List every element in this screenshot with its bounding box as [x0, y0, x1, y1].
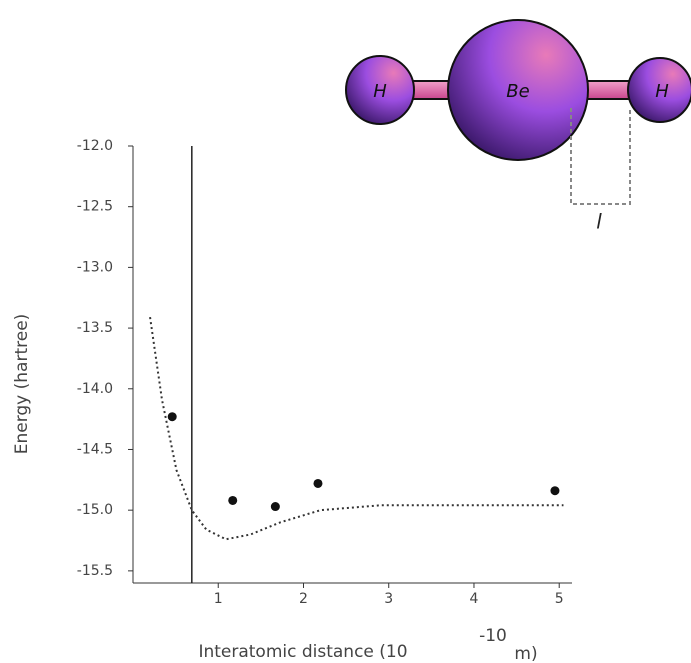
atom-label: Be [506, 81, 529, 102]
atom [345, 55, 415, 125]
x-axis-label: Interatomic distance (10 [198, 642, 407, 662]
atom-label: H [373, 81, 387, 102]
data-point [313, 478, 323, 488]
atom [447, 19, 589, 161]
y-tick-label: -13.5 [77, 320, 113, 336]
y-tick-label: -12.0 [77, 138, 113, 154]
length-label: l [596, 210, 602, 234]
y-tick-label: -15.0 [77, 502, 113, 518]
data-point [550, 486, 560, 496]
y-axis-label: Energy (hartree) [12, 314, 32, 455]
atom-label: H [655, 81, 669, 102]
x-tick-label: 3 [384, 591, 393, 607]
y-tick-label: -14.0 [77, 381, 113, 397]
y-tick-label: -15.5 [77, 563, 113, 579]
x-tick-label: 5 [555, 591, 564, 607]
data-point [228, 495, 238, 505]
length-bracket [570, 108, 631, 205]
y-tick-label: -13.0 [77, 259, 113, 275]
x-axis-label-exponent: -10 [479, 626, 507, 646]
y-tick-label: -14.5 [77, 441, 113, 457]
data-point [167, 412, 177, 422]
data-point [270, 502, 280, 512]
x-axis-label-suffix: m) [514, 644, 537, 663]
fit-curve [149, 317, 564, 541]
x-tick-label: 4 [470, 591, 479, 607]
x-tick-label: 1 [214, 591, 223, 607]
y-tick-label: -12.5 [77, 199, 113, 215]
x-tick-label: 2 [299, 591, 308, 607]
atom [627, 57, 691, 123]
molecule: H Be H l [345, 19, 691, 234]
